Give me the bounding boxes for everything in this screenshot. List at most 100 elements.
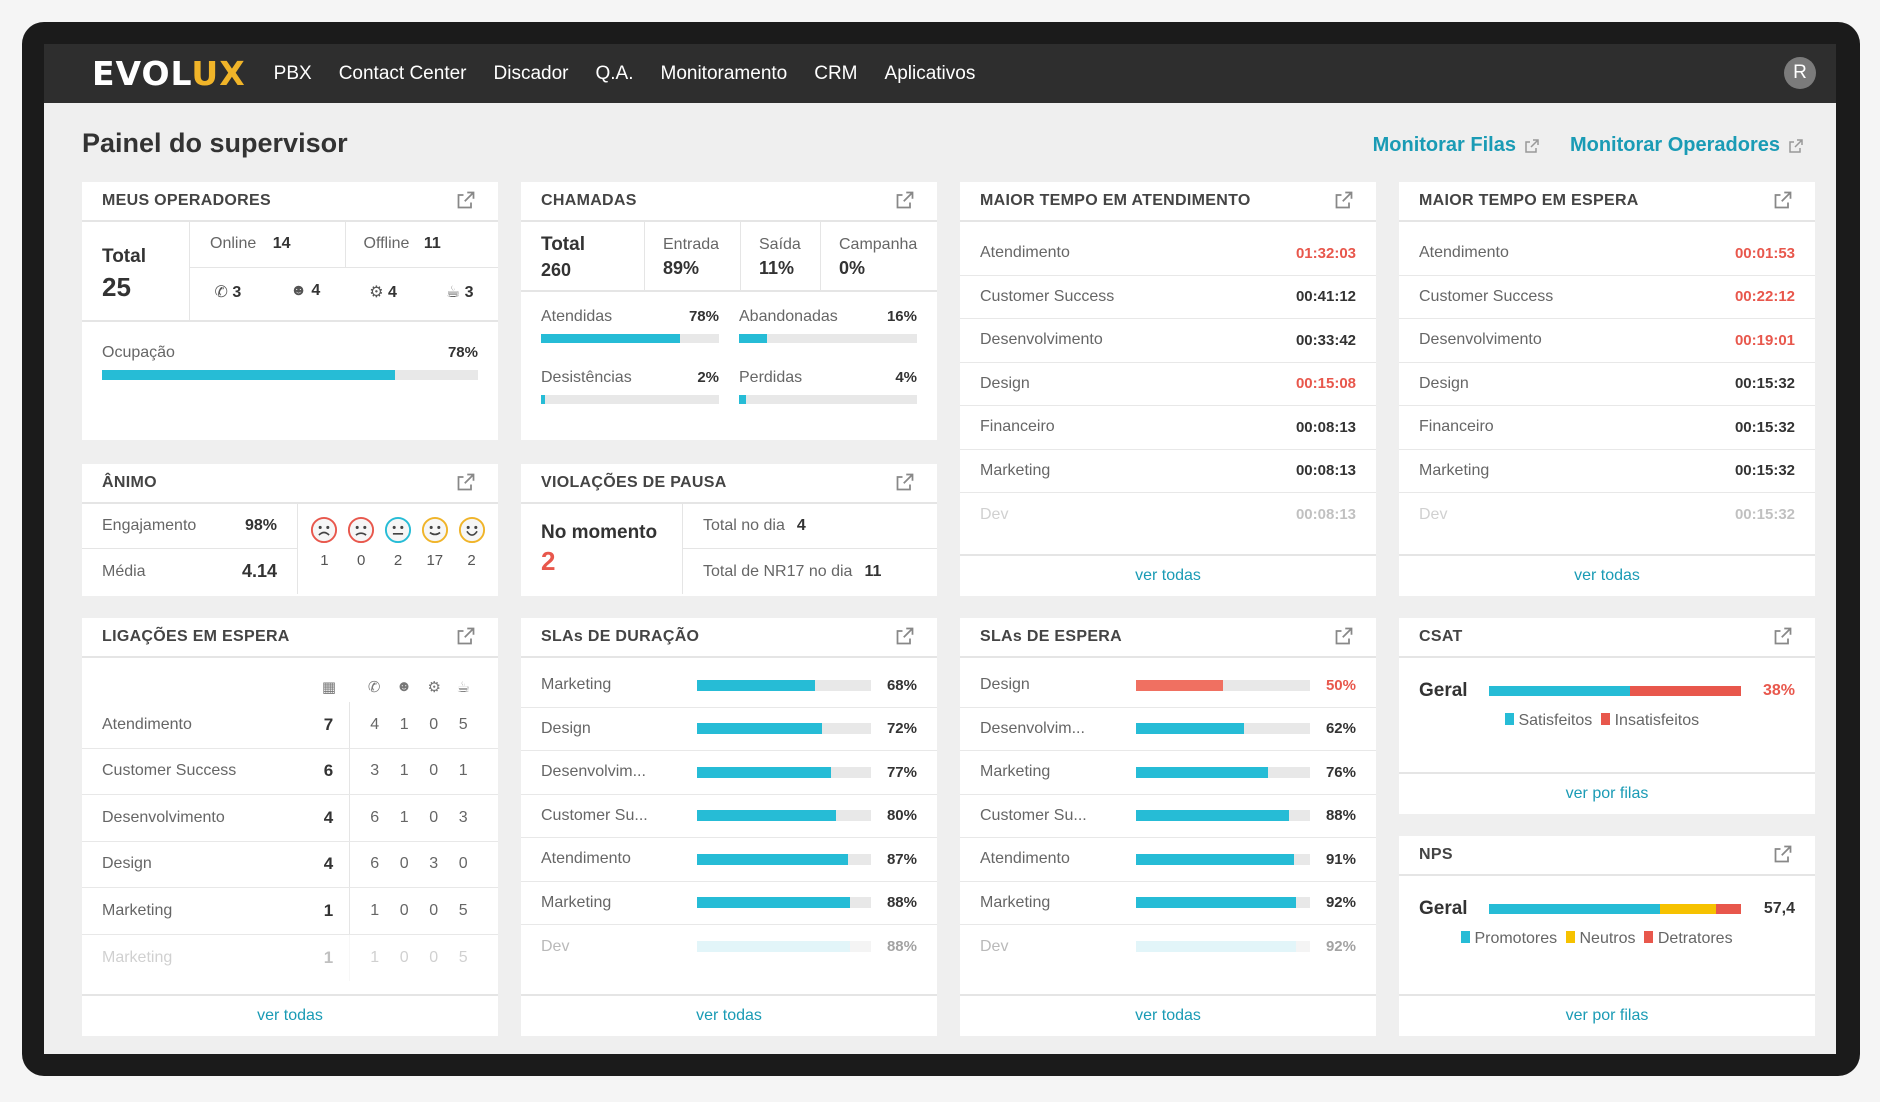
ver-todas-link[interactable]: ver todas <box>521 994 937 1036</box>
ocupacao-label: Ocupação <box>102 344 175 361</box>
card-nps: NPS Geral 57,4 Promotores Neutros Detrat… <box>1399 836 1815 1036</box>
csat-bar <box>1489 686 1741 696</box>
card-chamadas: CHAMADAS Total 260 Entrada 89% Saída 11% Ca… <box>521 182 937 440</box>
user-icon: ☻ <box>290 282 307 299</box>
card-title: VIOLAÇÕES DE PAUSA <box>541 474 727 491</box>
nav-item[interactable]: Discador <box>493 62 569 84</box>
card-title: CHAMADAS <box>541 192 637 209</box>
total-dia-value: 4 <box>796 517 806 534</box>
card-title: SLAs DE ESPERA <box>980 628 1123 645</box>
nps-value: 57,4 <box>1763 900 1795 917</box>
ver-todas-link[interactable]: ver todas <box>960 554 1376 596</box>
total-dia-label: Total no dia <box>703 517 785 534</box>
evolux-logo[interactable]: EVOLUX <box>92 54 246 93</box>
card-meus-operadores: MEUS OPERADORES Total 25 Online 14 Offli… <box>82 182 498 440</box>
mood-item: 1 <box>310 516 338 594</box>
pause-count: ☕ 3 <box>445 284 474 301</box>
sla-row: Marketing 76% <box>960 751 1376 795</box>
coffee-icon: ☕ <box>456 679 471 696</box>
csat-geral-label: Geral <box>1419 680 1468 701</box>
angry-face-icon <box>311 516 338 544</box>
external-link-icon[interactable] <box>895 472 917 494</box>
external-link-icon[interactable] <box>1773 190 1795 212</box>
sla-row: Atendimento 91% <box>960 838 1376 882</box>
main-nav: PBX Contact Center Discador Q.A. Monitoramen… <box>274 63 1003 85</box>
csat-legend: Satisfeitos Insatisfeitos <box>1399 702 1815 730</box>
time-row: Customer Success 00:41:12 <box>960 276 1376 319</box>
sla-row: Desenvolvim... 77% <box>521 751 937 795</box>
queue-icon: ▦ <box>321 679 337 696</box>
chamadas-metric: Atendidas 78% <box>541 308 719 343</box>
card-title: SLAs DE DURAÇÃO <box>541 628 700 645</box>
nav-item[interactable]: Monitoramento <box>660 62 788 84</box>
chamadas-metric: Abandonadas 16% <box>739 308 917 343</box>
time-row: Dev 00:08:13 <box>980 505 1356 524</box>
time-row: Customer Success 00:22:12 <box>1399 276 1815 319</box>
gear-icon: ⚙ <box>369 284 384 301</box>
queue-row: Customer Success 6 3 1 0 1 <box>82 748 498 795</box>
top-navbar: EVOLUX PBX Contact Center Discador Q.A. Moni… <box>44 44 1836 103</box>
online-label: Online <box>210 235 257 252</box>
nav-item[interactable]: Aplicativos <box>884 62 976 84</box>
queue-row: Design 4 6 0 3 0 <box>82 841 498 888</box>
card-violacoes-pausa: VIOLAÇÕES DE PAUSA No momento 2 Total no … <box>521 464 937 596</box>
offline-label: Offline <box>363 235 410 252</box>
total-label: Total <box>541 234 585 255</box>
time-row: Desenvolvimento 00:19:01 <box>1399 319 1815 363</box>
entrada-value: 89% <box>663 258 700 278</box>
sla-row: Design 50% <box>960 664 1376 708</box>
queue-row: Marketing 1 1 0 0 5 <box>82 888 498 935</box>
external-link-icon[interactable] <box>456 190 478 212</box>
nps-bar <box>1489 904 1741 914</box>
mood-item: 0 <box>347 516 375 594</box>
sla-row: Marketing 88% <box>521 882 937 925</box>
card-animo: ÂNIMO Engajamento 98% Média 4.14 1 0 2 17 2 <box>82 464 498 596</box>
media-label: Média <box>102 562 146 580</box>
ver-todas-link[interactable]: ver todas <box>1399 554 1815 596</box>
total-value: 25 <box>102 272 131 302</box>
external-link-icon[interactable] <box>1773 626 1795 648</box>
csat-value: 38% <box>1762 682 1795 699</box>
monitorar-operadores-link[interactable]: Monitorar Operadores <box>1570 134 1804 157</box>
queue-row: Atendimento 7 4 1 0 5 <box>82 702 498 749</box>
card-slas-duracao: SLAs DE DURAÇÃO Marketing 68% Design 72% Des… <box>521 618 937 1036</box>
happy-face-icon <box>458 516 485 544</box>
nps-geral-label: Geral <box>1419 898 1468 919</box>
entrada-label: Entrada <box>663 236 720 253</box>
ver-todas-link[interactable]: ver todas <box>960 994 1376 1036</box>
in-call-count: ✆ 3 <box>214 284 242 301</box>
campanha-label: Campanha <box>839 236 918 253</box>
nav-item[interactable]: Q.A. <box>595 62 634 84</box>
total-nr17-value: 11 <box>864 562 882 580</box>
chamadas-metric: Desistências 2% <box>541 369 719 404</box>
user-avatar[interactable]: R <box>1784 57 1816 89</box>
ver-por-filas-link[interactable]: ver por filas <box>1399 772 1815 814</box>
monitorar-filas-link[interactable]: Monitorar Filas <box>1373 134 1540 157</box>
nav-item[interactable]: PBX <box>273 62 312 84</box>
smile-face-icon <box>421 516 448 544</box>
neutral-face-icon <box>384 516 412 544</box>
external-link-icon[interactable] <box>1334 190 1356 212</box>
time-row: Marketing 00:08:13 <box>960 450 1376 493</box>
nav-item[interactable]: CRM <box>814 62 858 84</box>
sla-row: Customer Su... 88% <box>960 795 1376 838</box>
card-title: CSAT <box>1419 628 1463 645</box>
sla-row: Dev 92% <box>980 937 1356 956</box>
mood-item: 2 <box>458 516 486 594</box>
external-link-icon[interactable] <box>456 472 478 494</box>
phone-icon: ✆ <box>214 284 228 301</box>
time-row: Atendimento 00:01:53 <box>1399 232 1815 276</box>
ver-por-filas-link[interactable]: ver por filas <box>1399 994 1815 1036</box>
queue-row: Desenvolvimento 4 6 1 0 3 <box>82 795 498 842</box>
queue-row: Marketing 1 1 0 0 5 <box>82 934 498 981</box>
saida-value: 11% <box>759 258 795 278</box>
nav-item[interactable]: Contact Center <box>338 62 467 84</box>
external-link-icon[interactable] <box>456 626 478 648</box>
external-link-icon[interactable] <box>895 190 917 212</box>
sla-row: Design 72% <box>521 708 937 751</box>
ver-todas-link[interactable]: ver todas <box>82 994 498 1036</box>
external-link-icon[interactable] <box>895 626 917 648</box>
external-link-icon[interactable] <box>1773 844 1795 866</box>
external-link-icon[interactable] <box>1334 626 1356 648</box>
available-count: ☻ 4 <box>290 282 321 299</box>
